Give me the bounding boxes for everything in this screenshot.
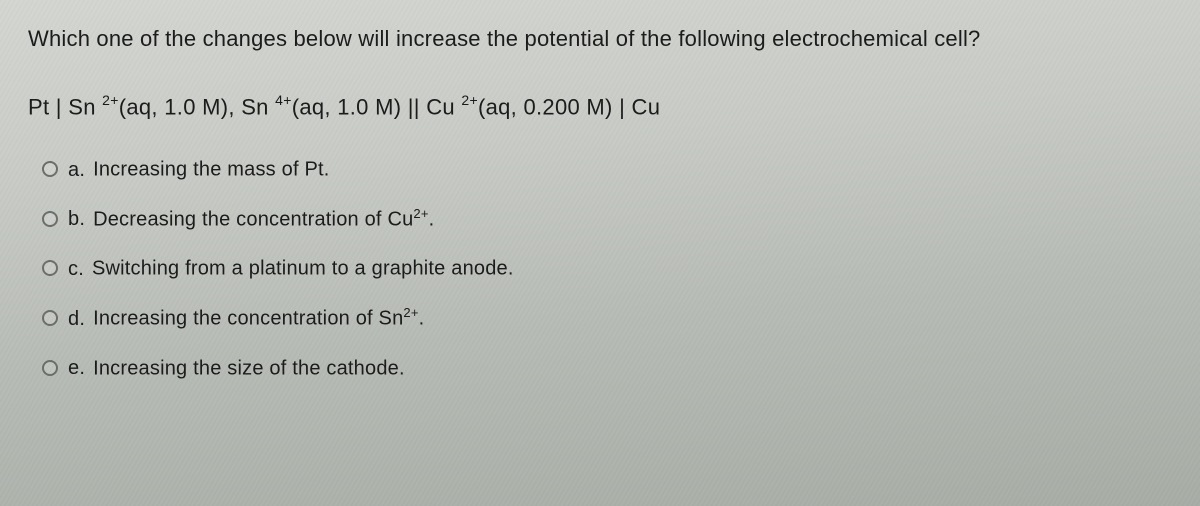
option-sup: 2+ xyxy=(403,305,418,320)
radio-icon[interactable] xyxy=(42,260,58,276)
radio-icon[interactable] xyxy=(42,211,58,227)
cell-seg-4: (aq, 0.200 M) | Cu xyxy=(478,94,660,119)
option-text-pre: Increasing the concentration of Sn xyxy=(93,308,403,330)
option-sup: 2+ xyxy=(413,206,428,221)
option-e-label: e. Increasing the size of the cathode. xyxy=(68,355,405,381)
option-d[interactable]: d. Increasing the concentration of Sn2+. xyxy=(42,305,1172,331)
options-list: a. Increasing the mass of Pt. b. Decreas… xyxy=(28,156,1172,380)
radio-icon[interactable] xyxy=(42,161,58,177)
cell-sup-1: 2+ xyxy=(102,92,119,108)
option-letter: b. xyxy=(68,208,85,231)
option-text-pre: Increasing the mass of Pt. xyxy=(93,159,329,181)
cell-seg-2: (aq, 1.0 M), Sn xyxy=(119,94,275,119)
option-letter: e. xyxy=(68,357,85,380)
option-b-label: b. Decreasing the concentration of Cu2+. xyxy=(68,206,434,232)
radio-icon[interactable] xyxy=(42,360,58,376)
option-c-label: c. Switching from a platinum to a graphi… xyxy=(68,255,514,281)
question-text: Which one of the changes below will incr… xyxy=(28,24,1172,55)
radio-icon[interactable] xyxy=(42,310,58,326)
option-a-label: a. Increasing the mass of Pt. xyxy=(68,156,330,182)
option-a[interactable]: a. Increasing the mass of Pt. xyxy=(42,156,1172,182)
cell-seg-1: Pt | Sn xyxy=(28,94,102,119)
option-text-post: . xyxy=(419,308,425,330)
option-text-post: . xyxy=(429,208,435,230)
option-letter: a. xyxy=(68,159,85,182)
option-text-pre: Switching from a platinum to a graphite … xyxy=(92,258,514,280)
option-letter: d. xyxy=(68,308,85,331)
option-text-pre: Decreasing the concentration of Cu xyxy=(93,208,413,230)
option-text-pre: Increasing the size of the cathode. xyxy=(93,357,405,379)
question-block: Which one of the changes below will incr… xyxy=(0,0,1200,404)
option-e[interactable]: e. Increasing the size of the cathode. xyxy=(42,355,1172,381)
cell-sup-3: 2+ xyxy=(461,92,478,108)
cell-notation: Pt | Sn 2+(aq, 1.0 M), Sn 4+(aq, 1.0 M) … xyxy=(28,93,1172,120)
option-c[interactable]: c. Switching from a platinum to a graphi… xyxy=(42,255,1172,281)
cell-sup-2: 4+ xyxy=(275,92,292,108)
option-b[interactable]: b. Decreasing the concentration of Cu2+. xyxy=(42,206,1172,232)
option-d-label: d. Increasing the concentration of Sn2+. xyxy=(68,305,424,331)
cell-seg-3: (aq, 1.0 M) || Cu xyxy=(292,94,462,119)
option-letter: c. xyxy=(68,258,84,281)
